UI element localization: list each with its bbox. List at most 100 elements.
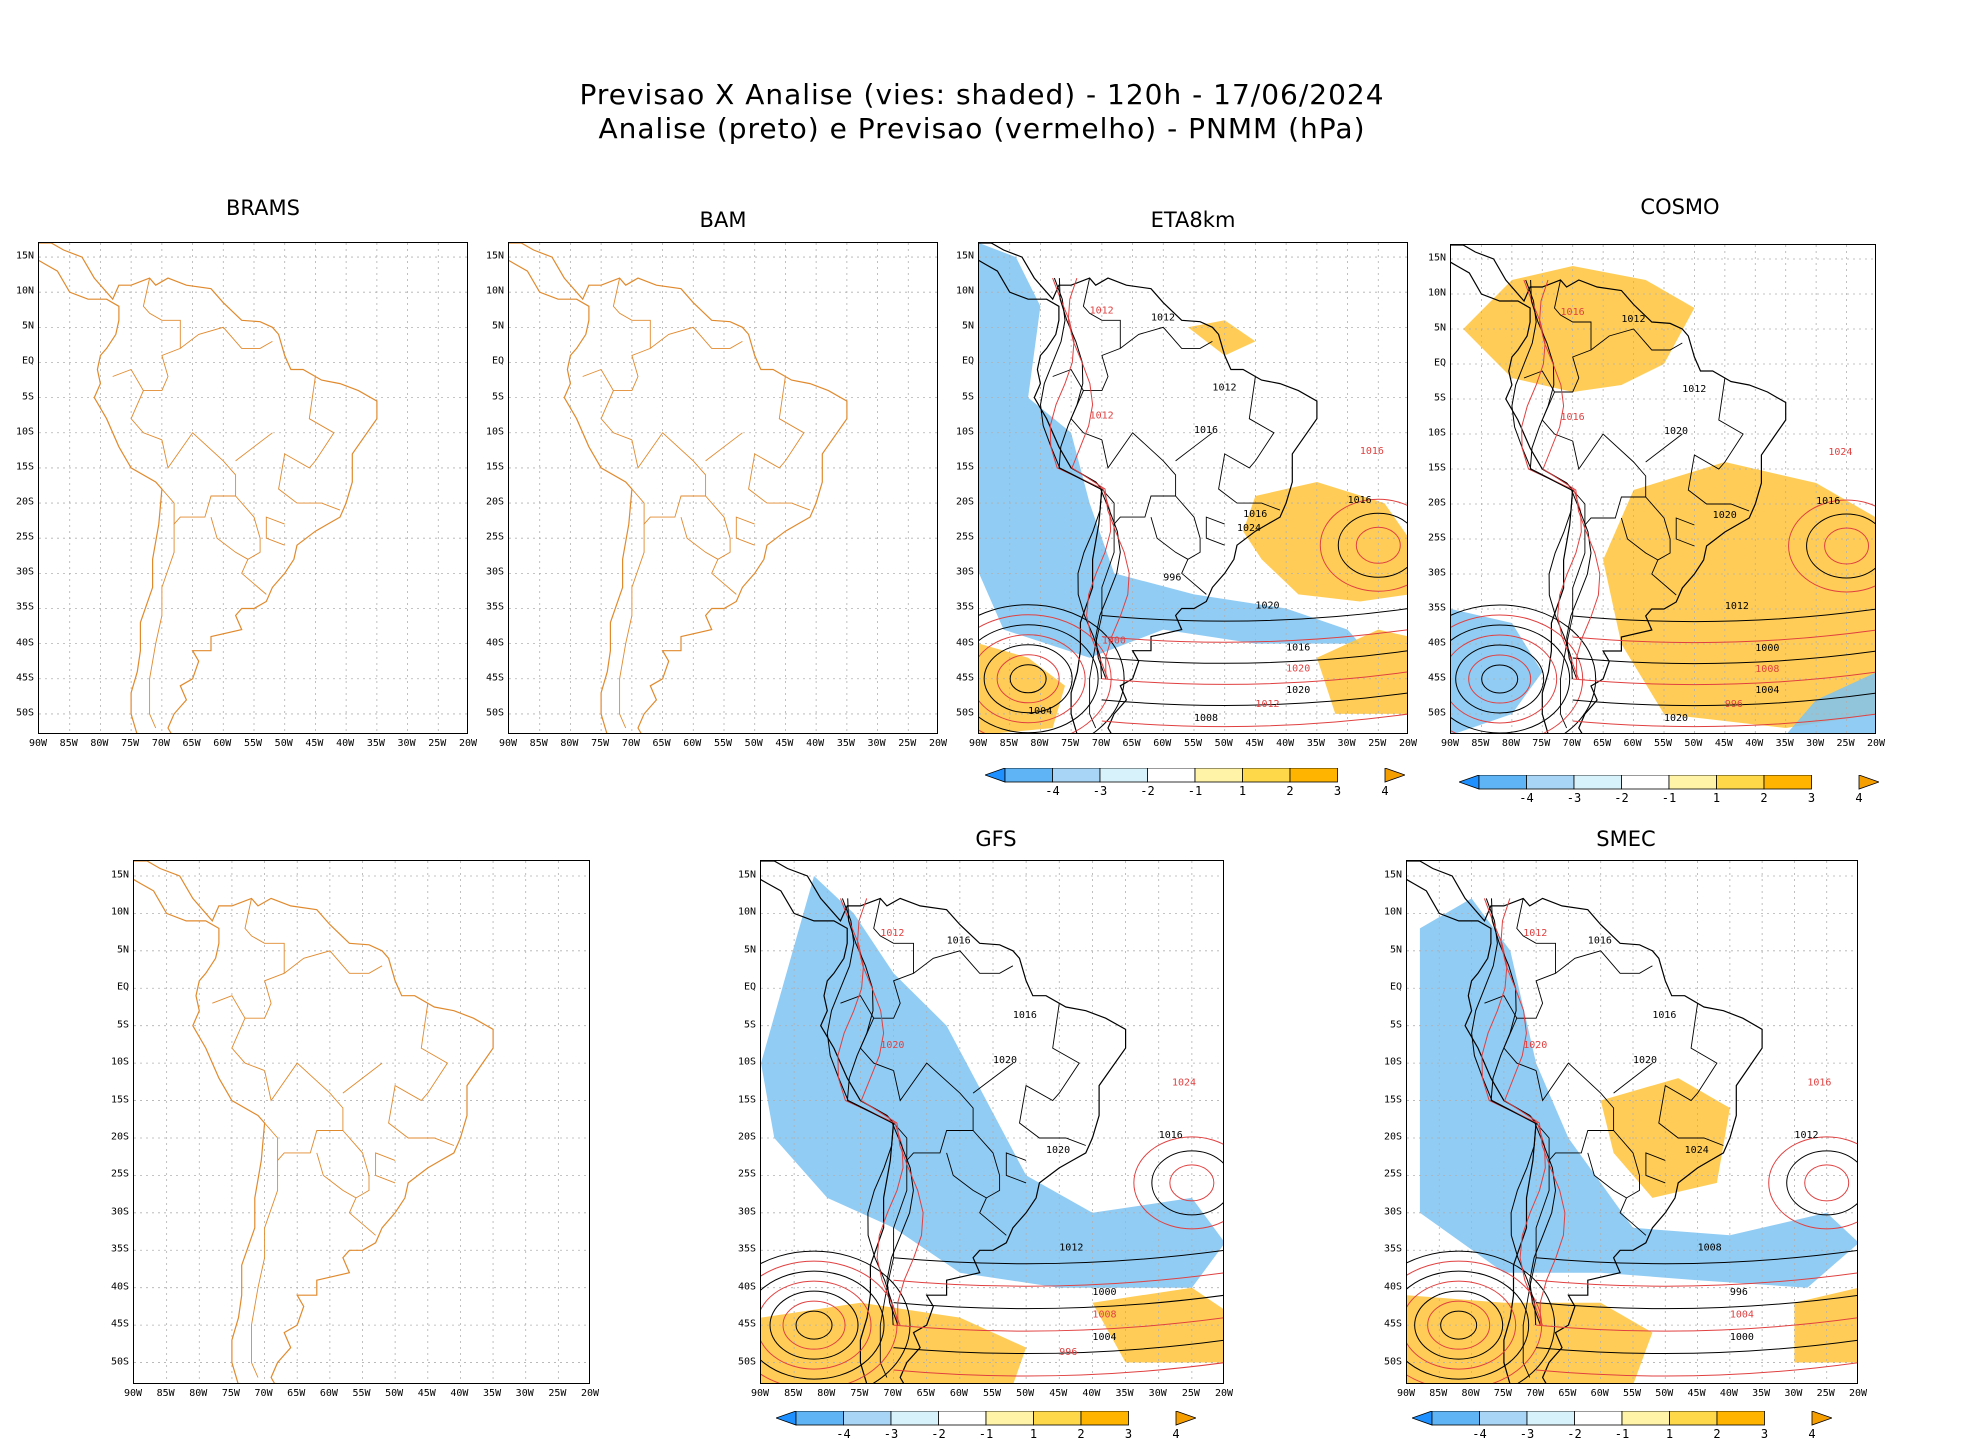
colorbar-label: -2: [1140, 784, 1155, 798]
contour-label: 1012: [1725, 601, 1749, 612]
colorbar-label: -3: [1519, 1427, 1535, 1441]
lon-tick-label: 85W: [1429, 1388, 1448, 1399]
country-border: [235, 432, 273, 462]
country-border: [1675, 517, 1695, 547]
lat-tick-label: 10S: [737, 1056, 756, 1068]
contour-label: 1016: [1013, 1010, 1037, 1021]
main-title-line1: Previsao X Analise (vies: shaded) - 120h…: [579, 78, 1385, 111]
lon-tick-label: 80W: [560, 738, 579, 749]
lat-tick-label: 40S: [110, 1281, 129, 1293]
country-border: [879, 1160, 908, 1378]
lat-tick-label: 45S: [15, 672, 34, 684]
lon-tick-label: 50W: [1684, 738, 1703, 749]
lat-tick-label: 20S: [485, 496, 504, 508]
country-border: [142, 278, 181, 349]
lat-tick-label: 10N: [485, 285, 504, 297]
lon-tick-label: 25W: [1836, 738, 1855, 749]
lon-tick-label: 75W: [850, 1388, 869, 1399]
lon-tick-label: 25W: [1181, 1388, 1200, 1399]
country-border: [342, 1062, 383, 1094]
lon-tick-label: 80W: [817, 1388, 836, 1399]
lon-tick-label: 50W: [1655, 1388, 1674, 1399]
lon-tick-label: 55W: [352, 1388, 371, 1399]
lat-tick-label: EQ: [1433, 357, 1446, 369]
lon-tick-label: 90W: [498, 738, 518, 749]
lat-tick-label: 10S: [1383, 1056, 1402, 1068]
lat-tick-label: 5N: [21, 320, 34, 332]
positive-bias-area: [1407, 1295, 1653, 1383]
map-frame: 1012 1012 1012 1012 1016 1016 1016 1016 1020 1020…: [978, 242, 1408, 734]
contour-label: 1016: [1816, 496, 1840, 507]
lat-tick-label: 50S: [15, 707, 34, 719]
lon-tick-label: 40W: [806, 738, 825, 749]
country-border: [143, 326, 273, 392]
country-border: [265, 516, 285, 546]
lat-tick-label: 50S: [737, 1356, 756, 1368]
lon-tick-label: 65W: [182, 738, 201, 749]
country-border: [1175, 432, 1213, 462]
contour-label: 1004: [1730, 1310, 1754, 1321]
lat-tick-label: 40S: [1383, 1281, 1402, 1293]
lon-tick-label: 50W: [1016, 1388, 1035, 1399]
lon-tick-label: 90W: [28, 738, 48, 749]
lat-tick-label: 30S: [1427, 567, 1446, 579]
contour-label: 1008: [1755, 664, 1779, 675]
panel-title-smec: SMEC: [1596, 827, 1656, 851]
lon-tick-label: 55W: [982, 1388, 1002, 1399]
colorbar-label: 1: [1238, 784, 1247, 798]
contour-label: 1016: [1360, 446, 1384, 457]
lat-tick-label: 20S: [15, 496, 34, 508]
lat-tick-label: 15S: [485, 461, 504, 473]
contour-label: 1020: [1523, 1040, 1547, 1051]
country-border: [1083, 326, 1213, 392]
lon-tick-label: 20W: [928, 738, 948, 749]
lat-tick-label: 5S: [491, 391, 504, 403]
country-border: [631, 432, 737, 595]
contour-label: 1016: [947, 935, 971, 946]
lon-tick-label: 45W: [1687, 1388, 1706, 1399]
contour-label: 1020: [1713, 510, 1737, 521]
country-border: [245, 950, 383, 1019]
colorbar-label: 4: [1381, 784, 1389, 798]
lon-tick-label: 30W: [1784, 1388, 1803, 1399]
contour-label: 1004: [1028, 706, 1052, 717]
lon-tick-label: 80W: [189, 1388, 208, 1399]
contour-label: 1020: [1664, 426, 1688, 437]
negative-bias-area: [979, 243, 1360, 658]
coastline: [979, 243, 1318, 733]
lon-tick-label: 35W: [366, 738, 385, 749]
country-border: [264, 1122, 343, 1162]
lon-tick-label: 60W: [683, 738, 702, 749]
colorbar-label: 2: [1760, 791, 1768, 805]
lon-tick-label: 30W: [515, 1388, 534, 1399]
negative-bias-area: [1787, 672, 1875, 733]
contour-label: 1024: [1685, 1145, 1709, 1156]
country-border: [1150, 516, 1189, 560]
colorbar-label: -4: [1519, 791, 1534, 805]
lon-tick-label: 55W: [1622, 1388, 1642, 1399]
lat-tick-label: 15N: [110, 869, 129, 881]
lon-tick-label: 90W: [750, 1388, 770, 1399]
contour-label: 1012: [1255, 699, 1279, 710]
negative-bias-area: [761, 876, 1223, 1288]
lat-tick-label: 25S: [485, 531, 504, 543]
lon-tick-label: 30W: [1148, 1388, 1167, 1399]
colorbar-label: -3: [883, 1427, 899, 1441]
lat-tick-label: 45S: [110, 1318, 129, 1330]
panel-title-gfs: GFS: [975, 827, 1017, 851]
lon-tick-label: 85W: [1471, 738, 1490, 749]
lat-tick-label: 30S: [1383, 1206, 1402, 1218]
contour-label: 1020: [993, 1055, 1017, 1066]
lat-tick-label: EQ: [1389, 981, 1402, 993]
lat-tick-label: 40S: [737, 1281, 756, 1293]
lat-tick-label: 20S: [737, 1131, 756, 1143]
contour-label: 1016: [1588, 935, 1612, 946]
colorbar-label: -3: [1092, 784, 1108, 798]
lon-tick-label: 20W: [1214, 1388, 1234, 1399]
lon-tick-label: 50W: [744, 738, 763, 749]
map-canvas: 1016 1012 1012 1016 1020 1020 1024 1016 1012 1008…: [1451, 245, 1875, 733]
lat-tick-label: 5S: [21, 391, 34, 403]
lon-tick-label: 80W: [1030, 738, 1049, 749]
lon-tick-label: 45W: [1245, 738, 1264, 749]
lat-tick-label: 5N: [491, 320, 504, 332]
